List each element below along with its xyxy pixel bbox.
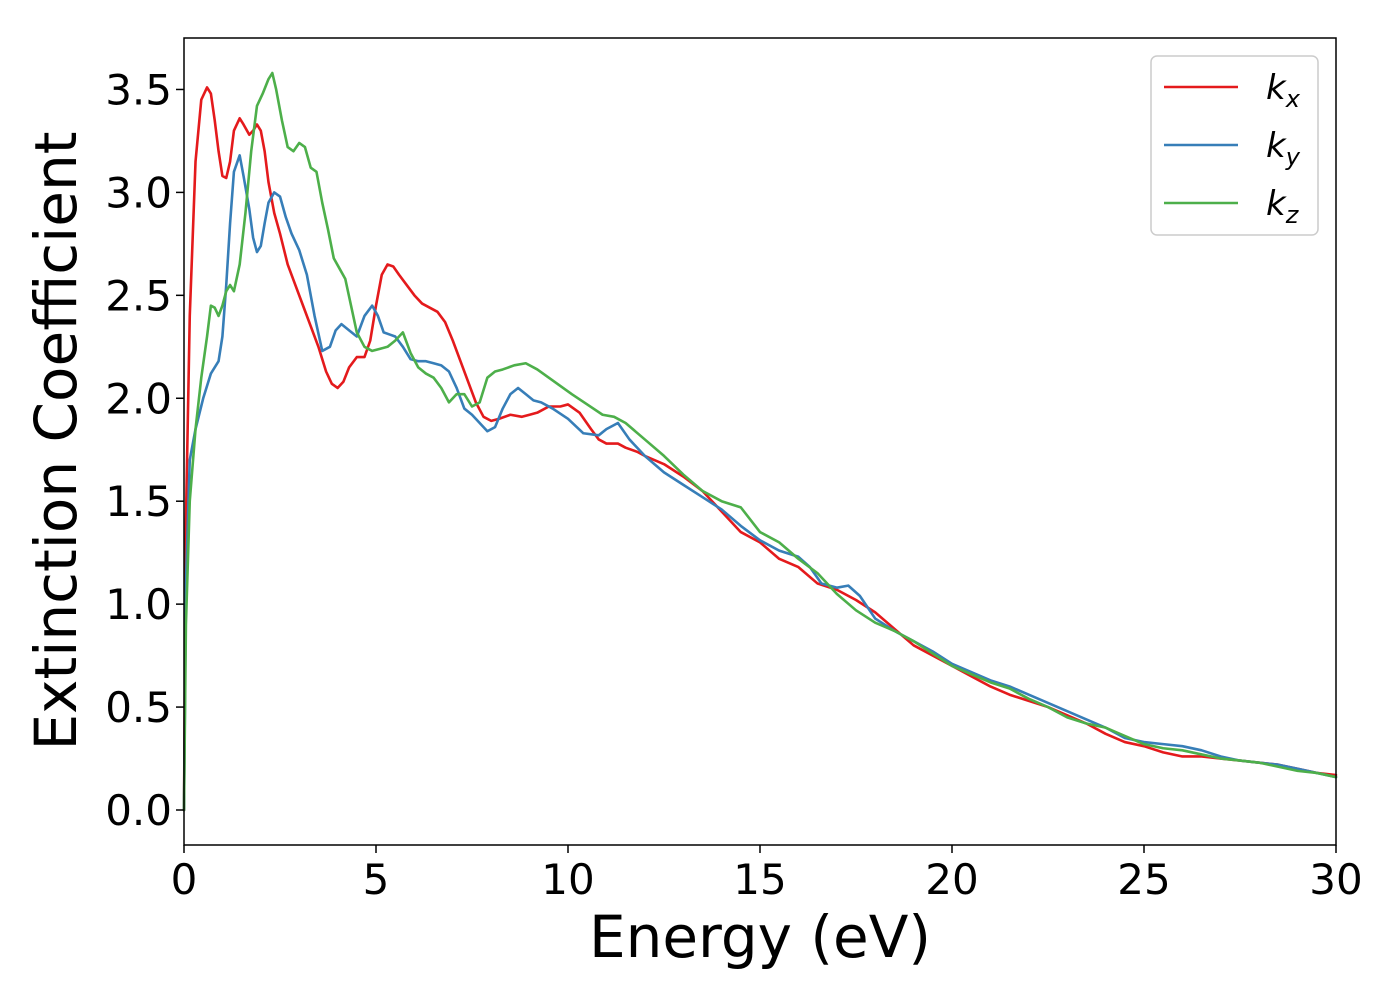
series-line-y	[182, 154, 1338, 812]
legend-label-x: kx	[1266, 68, 1301, 113]
y-tick-label: 1.0	[105, 580, 172, 629]
x-axis-title: Energy (eV)	[589, 903, 931, 971]
y-tick-label: 0.5	[105, 683, 172, 732]
series-layer	[182, 71, 1338, 812]
plot-area	[184, 38, 1336, 845]
y-tick-label: 3.0	[105, 168, 172, 217]
x-tick-label: 10	[541, 855, 594, 904]
y-tick-label: 3.5	[105, 65, 172, 114]
y-tick-label: 0.0	[105, 786, 172, 835]
y-axis-title: Extinction Coefficient	[22, 132, 90, 751]
x-tick-label: 15	[733, 855, 786, 904]
x-tick-label: 20	[925, 855, 978, 904]
x-tick-label: 0	[171, 855, 198, 904]
y-axis-ticks: 0.0 0.5 1.0 1.5 2.0 2.5 3.0 3.5	[105, 65, 184, 835]
legend-label-z: kz	[1266, 184, 1300, 229]
x-tick-label: 25	[1117, 855, 1170, 904]
legend-label-y: ky	[1266, 126, 1301, 171]
legend-items: kx ky kz	[1164, 68, 1301, 229]
series-line-z	[182, 71, 1338, 812]
y-tick-label: 2.0	[105, 374, 172, 423]
x-axis-ticks: 0 5 10 15 20 25 30	[171, 845, 1363, 904]
y-tick-label: 2.5	[105, 271, 172, 320]
series-line-x	[182, 86, 1338, 812]
legend: kx ky kz	[1150, 55, 1319, 236]
x-tick-label: 5	[363, 855, 390, 904]
x-tick-label: 30	[1309, 855, 1362, 904]
y-tick-label: 1.5	[105, 477, 172, 526]
